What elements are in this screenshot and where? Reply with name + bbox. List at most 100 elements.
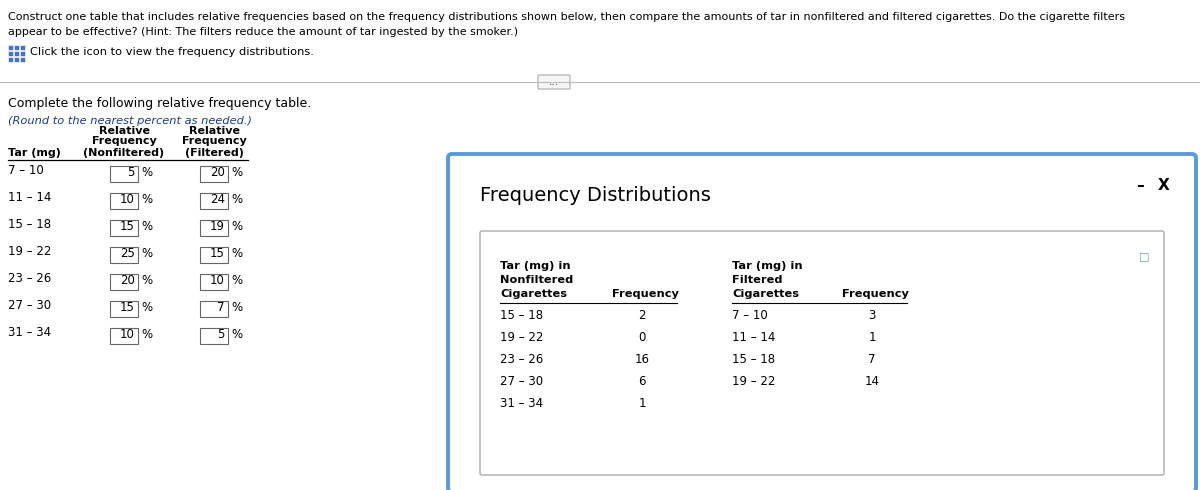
Text: 7 – 10: 7 – 10 — [732, 309, 768, 322]
Text: 6: 6 — [638, 375, 646, 388]
Bar — [20, 51, 25, 56]
Text: ...: ... — [548, 77, 559, 87]
Text: (Round to the nearest percent as needed.): (Round to the nearest percent as needed.… — [8, 116, 252, 126]
Text: 31 – 34: 31 – 34 — [8, 326, 52, 339]
Text: 19: 19 — [210, 220, 226, 233]
Text: □: □ — [1139, 251, 1150, 261]
Bar — [8, 57, 13, 62]
Text: %: % — [230, 247, 242, 260]
Bar — [110, 301, 138, 317]
Text: 24: 24 — [210, 193, 226, 206]
Text: Filtered: Filtered — [732, 275, 782, 285]
Text: 15 – 18: 15 – 18 — [8, 218, 52, 231]
Bar — [200, 247, 228, 263]
Text: 5: 5 — [127, 166, 134, 179]
Bar — [110, 247, 138, 263]
Bar — [110, 274, 138, 290]
Text: 15: 15 — [210, 247, 226, 260]
Text: %: % — [230, 166, 242, 179]
Text: 15: 15 — [120, 301, 134, 314]
Text: Relative: Relative — [98, 126, 150, 136]
Text: %: % — [142, 274, 152, 287]
Bar — [200, 274, 228, 290]
Text: %: % — [142, 193, 152, 206]
Text: 0: 0 — [638, 331, 646, 344]
Text: 25: 25 — [120, 247, 134, 260]
Bar — [200, 166, 228, 182]
Text: %: % — [230, 274, 242, 287]
Text: 15 – 18: 15 – 18 — [500, 309, 544, 322]
Text: 7: 7 — [217, 301, 226, 314]
Text: 11 – 14: 11 – 14 — [732, 331, 775, 344]
Text: 1: 1 — [869, 331, 876, 344]
Text: %: % — [230, 328, 242, 341]
Text: 2: 2 — [638, 309, 646, 322]
Text: (Nonfiltered): (Nonfiltered) — [84, 148, 164, 158]
Text: 20: 20 — [210, 166, 226, 179]
Bar — [14, 51, 19, 56]
Text: 19 – 22: 19 – 22 — [500, 331, 544, 344]
Bar — [8, 51, 13, 56]
Text: 10: 10 — [210, 274, 226, 287]
Text: 16: 16 — [635, 353, 649, 366]
Text: (Filtered): (Filtered) — [185, 148, 244, 158]
Bar — [110, 166, 138, 182]
Text: 20: 20 — [120, 274, 134, 287]
Bar — [20, 57, 25, 62]
Text: appear to be effective? (Hint: The filters reduce the amount of tar ingested by : appear to be effective? (Hint: The filte… — [8, 27, 518, 37]
Text: 3: 3 — [869, 309, 876, 322]
Bar — [110, 193, 138, 209]
Text: Nonfiltered: Nonfiltered — [500, 275, 574, 285]
Bar — [14, 57, 19, 62]
Text: 23 – 26: 23 – 26 — [8, 272, 52, 285]
Text: 10: 10 — [120, 328, 134, 341]
Text: 27 – 30: 27 – 30 — [8, 299, 52, 312]
Text: Tar (mg): Tar (mg) — [8, 148, 61, 158]
Text: %: % — [142, 328, 152, 341]
Text: Frequency: Frequency — [91, 136, 156, 146]
Text: %: % — [142, 166, 152, 179]
Text: Tar (mg) in: Tar (mg) in — [732, 261, 803, 271]
Bar — [200, 328, 228, 344]
Bar — [14, 45, 19, 50]
FancyBboxPatch shape — [448, 154, 1196, 490]
Text: 31 – 34: 31 – 34 — [500, 397, 544, 410]
Text: Frequency: Frequency — [181, 136, 246, 146]
Text: %: % — [142, 301, 152, 314]
Text: 27 – 30: 27 – 30 — [500, 375, 544, 388]
Text: 19 – 22: 19 – 22 — [732, 375, 775, 388]
Text: Frequency: Frequency — [842, 289, 908, 299]
Text: %: % — [142, 220, 152, 233]
Text: Frequency Distributions: Frequency Distributions — [480, 186, 710, 205]
Bar — [200, 301, 228, 317]
Text: 7 – 10: 7 – 10 — [8, 164, 43, 177]
Text: 15: 15 — [120, 220, 134, 233]
Text: 10: 10 — [120, 193, 134, 206]
Text: –: – — [1136, 178, 1144, 193]
Bar — [110, 220, 138, 236]
FancyBboxPatch shape — [538, 75, 570, 89]
Text: %: % — [142, 247, 152, 260]
Text: 11 – 14: 11 – 14 — [8, 191, 52, 204]
Text: Relative: Relative — [188, 126, 240, 136]
Text: %: % — [230, 193, 242, 206]
Text: Tar (mg) in: Tar (mg) in — [500, 261, 571, 271]
Text: %: % — [230, 301, 242, 314]
Text: %: % — [230, 220, 242, 233]
Text: 5: 5 — [217, 328, 226, 341]
Bar — [110, 328, 138, 344]
Text: 23 – 26: 23 – 26 — [500, 353, 544, 366]
Text: Click the icon to view the frequency distributions.: Click the icon to view the frequency dis… — [30, 47, 314, 57]
Text: Cigarettes: Cigarettes — [500, 289, 568, 299]
Text: X: X — [1158, 178, 1170, 193]
Text: Frequency: Frequency — [612, 289, 679, 299]
Bar — [200, 220, 228, 236]
Text: 19 – 22: 19 – 22 — [8, 245, 52, 258]
Text: Complete the following relative frequency table.: Complete the following relative frequenc… — [8, 97, 311, 110]
Text: 15 – 18: 15 – 18 — [732, 353, 775, 366]
FancyBboxPatch shape — [480, 231, 1164, 475]
Bar — [20, 45, 25, 50]
Text: 7: 7 — [869, 353, 876, 366]
Text: Construct one table that includes relative frequencies based on the frequency di: Construct one table that includes relati… — [8, 12, 1126, 22]
Bar — [200, 193, 228, 209]
